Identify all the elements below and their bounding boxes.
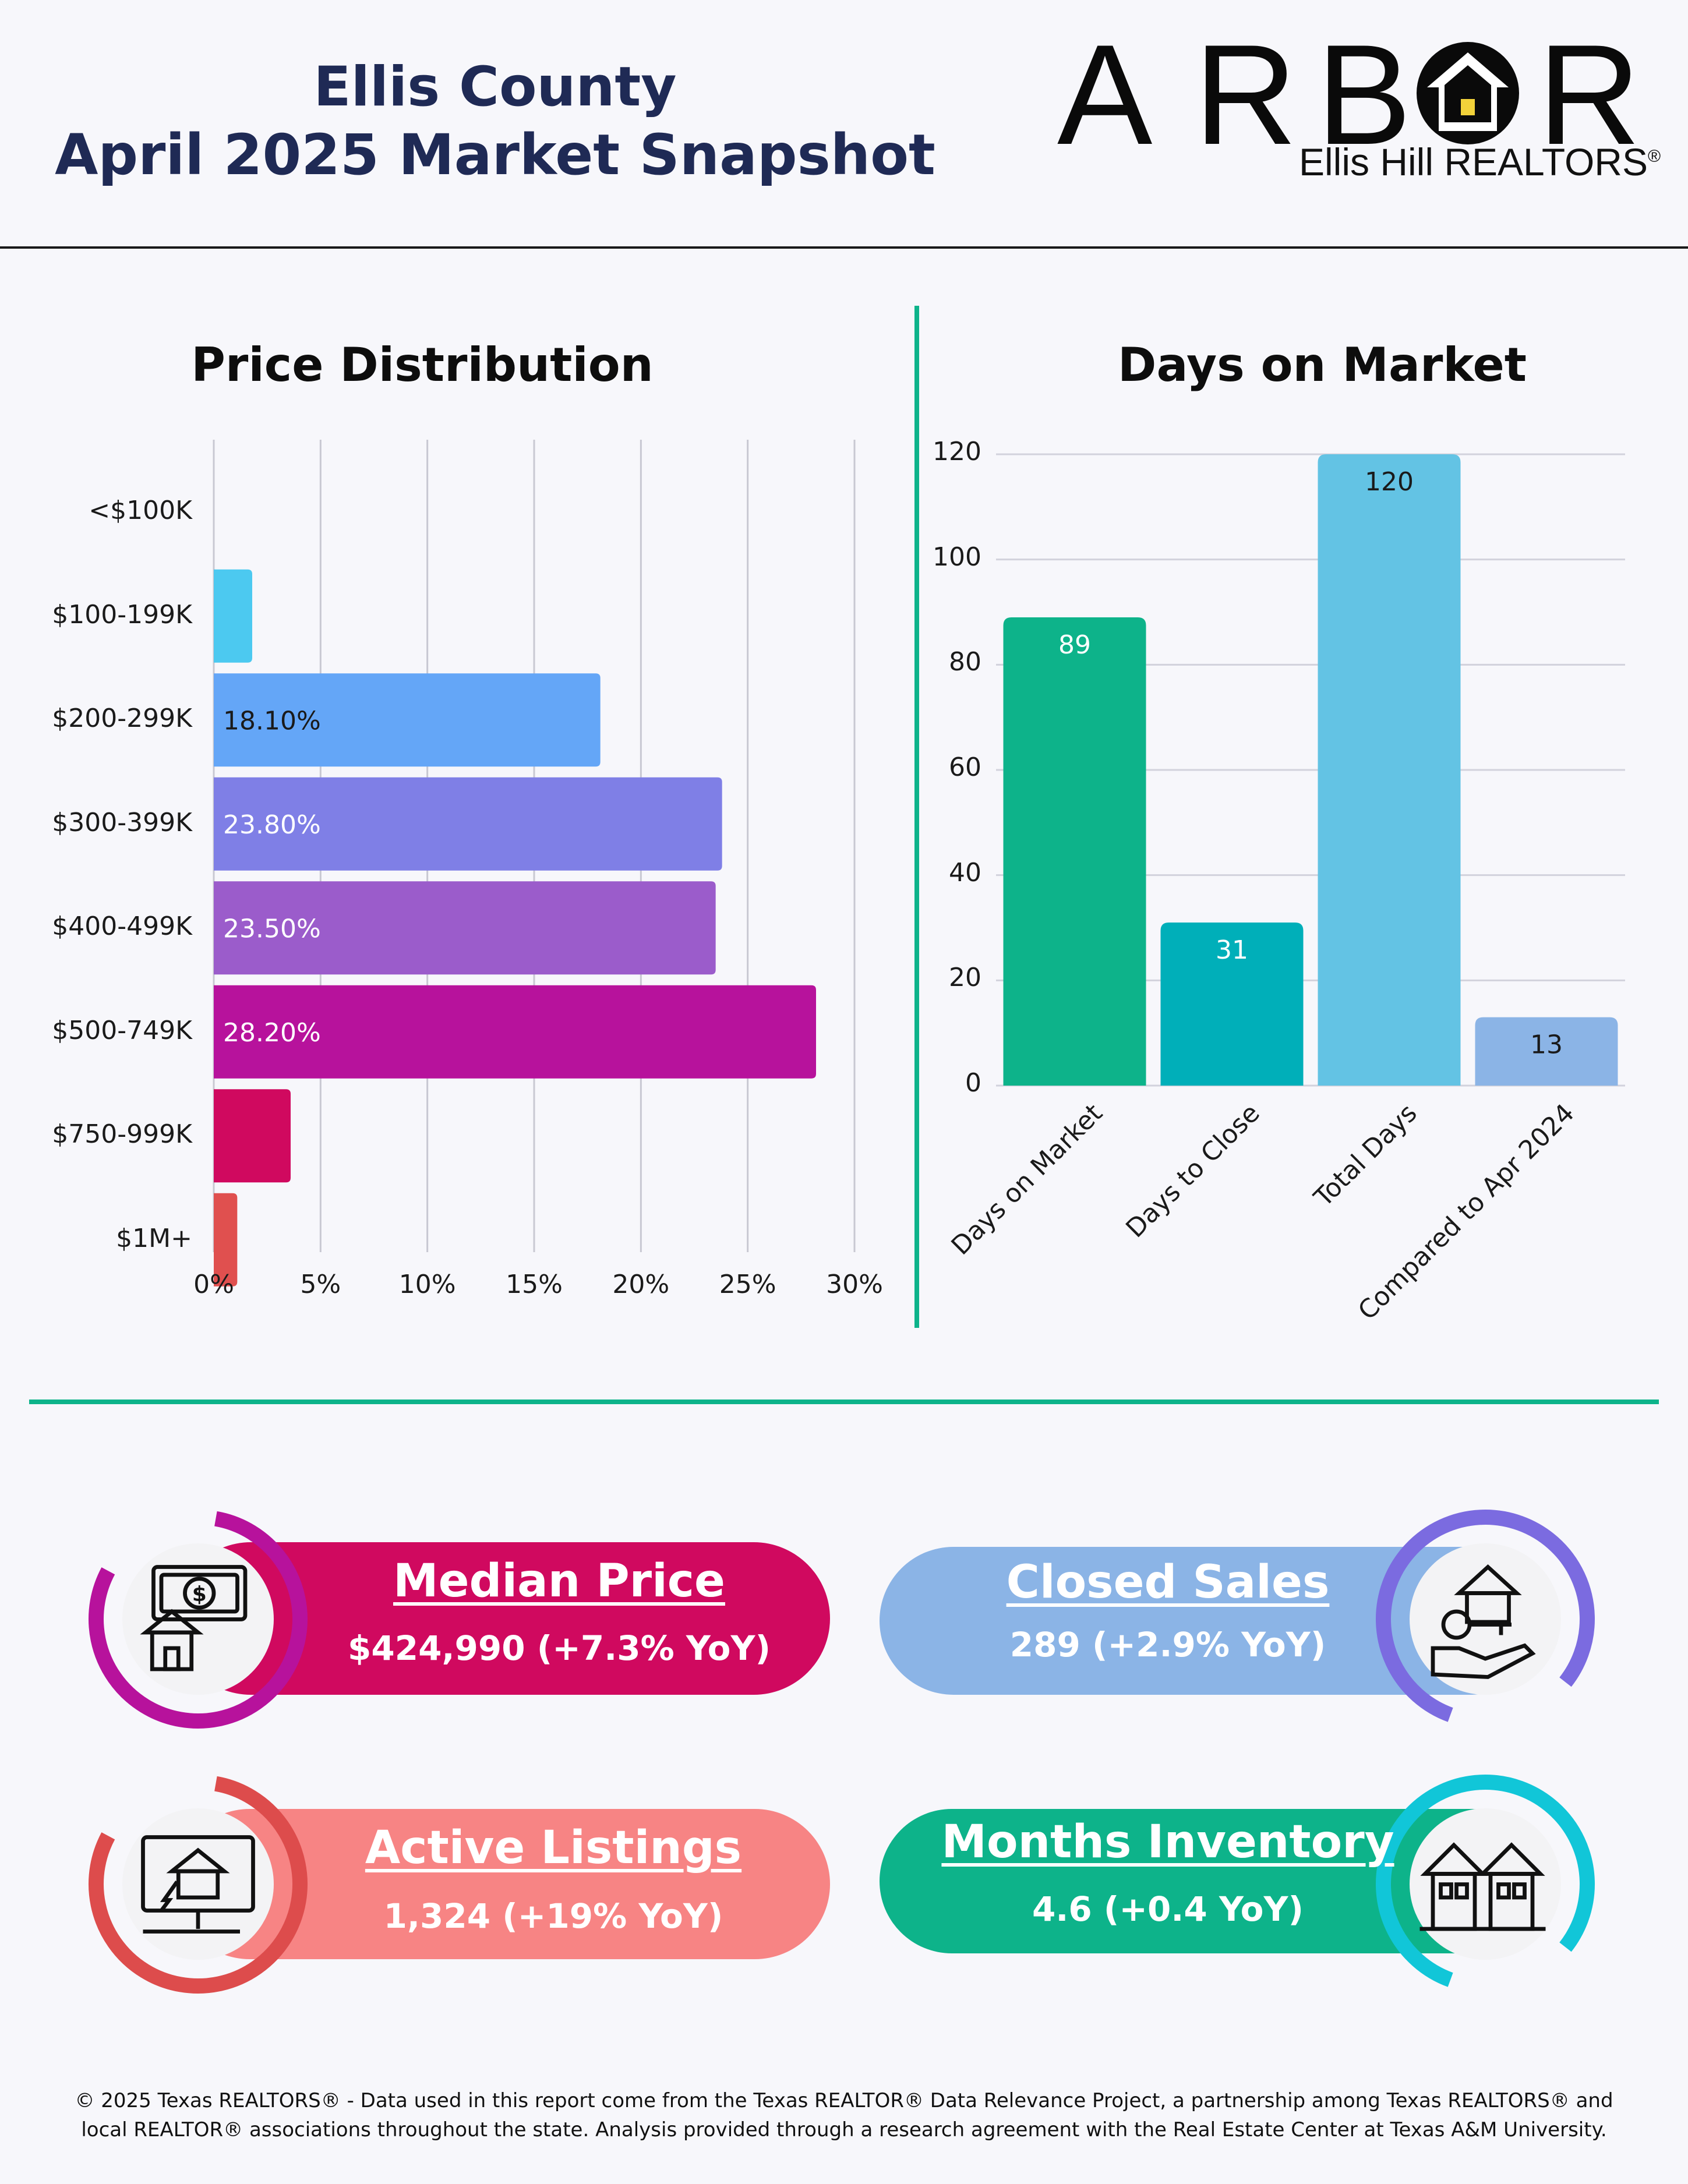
price-x-tick-label: 15% (506, 1270, 563, 1299)
logo-subtitle: Ellis Hill REALTORS® (1299, 140, 1661, 184)
price-bar-1m (214, 1193, 238, 1287)
computer-house-icon (141, 1835, 255, 1934)
dom-y-tick-label: 20 (949, 963, 981, 993)
price-bar-500-749k (214, 985, 816, 1079)
price-category-label-100-199k: $100-199K (52, 599, 192, 630)
dom-y-tick-label: 80 (949, 647, 981, 677)
report-title-line1: Ellis County (313, 55, 677, 119)
days-on-market-title: Days on Market (1118, 338, 1527, 392)
dom-bar-compared-to-apr-2024 (1475, 1017, 1618, 1086)
price-category-label-1m: $1M+ (116, 1223, 192, 1253)
days-on-market-chart: 89 31 120 13 Days on Market Days to Close Tot… (946, 453, 1625, 1326)
report-title-line2: April 2025 Market Snapshot (55, 122, 935, 188)
price-x-tick-label: 20% (612, 1270, 670, 1299)
dom-y-tick-label: 100 (933, 542, 981, 572)
dom-category-label-days-to-close: Days to Close (1120, 1098, 1265, 1243)
kpi-median-price-value: $424,990 (+7.3% YoY) (348, 1628, 771, 1668)
dom-category-label-days-on-market: Days on Market (946, 1098, 1108, 1261)
price-category-label-300-399k: $300-399K (52, 807, 192, 837)
price-distribution-chart: 18.10% 23.80% 23.50% 28.20% (213, 440, 856, 1287)
price-x-tick-label: 0% (193, 1270, 234, 1299)
price-x-tick-label: 25% (719, 1270, 776, 1299)
dom-y-tick-label: 120 (933, 437, 981, 467)
price-bar-200-299k (214, 673, 601, 767)
logo-letter-r1: R (1194, 15, 1297, 174)
house-key-hand-icon (1431, 1564, 1536, 1679)
dom-bar-label-total-days: 120 (1365, 467, 1414, 497)
dom-y-tick-label: 40 (949, 857, 981, 888)
price-x-tick-label: 30% (826, 1270, 883, 1299)
kpi-closed-sales-title: Closed Sales (1006, 1556, 1330, 1609)
kpi-median-price-title: Median Price (393, 1555, 725, 1607)
price-x-tick-label: 10% (398, 1270, 456, 1299)
price-bar-300-399k (214, 777, 722, 871)
money-house-icon: $ (140, 1565, 248, 1671)
price-distribution-title: Price Distribution (191, 338, 654, 392)
price-category-label-400-499k: $400-499K (52, 911, 192, 942)
dom-y-tick-label: 60 (949, 752, 981, 782)
header-divider (0, 246, 1688, 249)
price-bar-100-199k (214, 569, 252, 663)
logo-letter-b: B (1316, 15, 1412, 174)
price-bar-label-500-749k: 28.20% (223, 1018, 321, 1048)
logo-letter-r2: R (1538, 15, 1641, 174)
kpi-closed-sales-value: 289 (+2.9% YoY) (1009, 1625, 1326, 1664)
dom-bar-total-days (1318, 454, 1461, 1086)
price-bar-label-200-299k: 18.10% (223, 706, 321, 736)
price-bar-400-499k (214, 881, 716, 975)
price-category-label-750-999k: $750-999K (52, 1119, 192, 1150)
section-divider-horizontal (29, 1400, 1659, 1404)
price-category-label-500-749k: $500-749K (52, 1015, 192, 1045)
logo-house-o-icon (1417, 42, 1519, 144)
footer-disclaimer: © 2025 Texas REALTORS® - Data used in th… (75, 2089, 1613, 2141)
price-bar-750-999k (214, 1089, 291, 1183)
price-x-tick-label: 5% (300, 1270, 341, 1299)
kpi-months-inventory-title: Months Inventory (941, 1816, 1394, 1868)
price-category-label-100k: <$100K (89, 496, 192, 526)
townhouses-icon (1419, 1842, 1546, 1931)
kpi-active-listings-ring (89, 1774, 308, 1994)
svg-text:$: $ (192, 1582, 207, 1606)
logo-registered-mark: ® (1648, 147, 1661, 166)
dom-bar-label-compared-to-apr-2024: 13 (1530, 1030, 1563, 1060)
price-bar-label-400-499k: 23.50% (223, 914, 321, 943)
dom-bar-label-days-on-market: 89 (1058, 630, 1091, 660)
section-divider-vertical (914, 306, 919, 1328)
kpi-active-listings-value: 1,324 (+19% YoY) (383, 1896, 723, 1936)
price-bar-label-300-399k: 23.80% (223, 810, 321, 840)
dom-bar-days-to-close (1160, 922, 1304, 1086)
dom-y-tick-label: 0 (965, 1068, 981, 1098)
logo-subtitle-text: Ellis Hill REALTORS (1299, 140, 1648, 183)
dom-category-label-total-days: Total Days (1308, 1098, 1423, 1213)
dom-bar-label-days-to-close: 31 (1216, 935, 1248, 965)
kpi-months-inventory-ring (1376, 1775, 1595, 1994)
logo-letter-a: A (1057, 15, 1153, 174)
kpi-active-listings-title: Active Listings (365, 1822, 742, 1874)
dom-bar-days-on-market (1003, 617, 1146, 1086)
price-category-label-200-299k: $200-299K (52, 704, 192, 734)
kpi-months-inventory-value: 4.6 (+0.4 YoY) (1032, 1889, 1304, 1929)
